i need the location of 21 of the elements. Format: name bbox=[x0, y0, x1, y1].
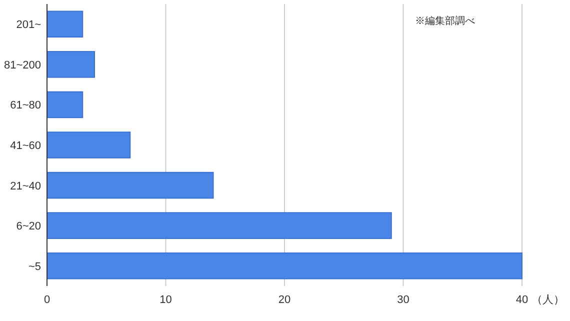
y-tick-label: 21~40 bbox=[10, 180, 41, 192]
y-tick-label: 201~ bbox=[16, 19, 41, 32]
bar bbox=[46, 51, 95, 78]
x-tick-label: 40 bbox=[516, 294, 528, 306]
x-tick-label: 10 bbox=[160, 294, 172, 306]
bar bbox=[46, 91, 84, 118]
y-tick-label: 61~80 bbox=[10, 100, 41, 112]
bar bbox=[46, 10, 84, 38]
x-tick-label: 30 bbox=[397, 294, 410, 306]
bar bbox=[46, 212, 392, 239]
bar bbox=[46, 172, 214, 199]
bar bbox=[46, 132, 131, 158]
bar bbox=[46, 252, 522, 280]
y-tick-label: 41~60 bbox=[10, 140, 41, 152]
x-tick-label: 20 bbox=[278, 294, 291, 306]
annotation: ※編集部調べ bbox=[415, 15, 475, 27]
y-tick-label: ~5 bbox=[28, 260, 41, 273]
y-tick-label: 6~20 bbox=[16, 220, 41, 233]
x-axis-title: （人） bbox=[532, 294, 564, 306]
y-tick-label: 81~200 bbox=[4, 59, 41, 72]
x-tick-label: 0 bbox=[44, 294, 50, 306]
